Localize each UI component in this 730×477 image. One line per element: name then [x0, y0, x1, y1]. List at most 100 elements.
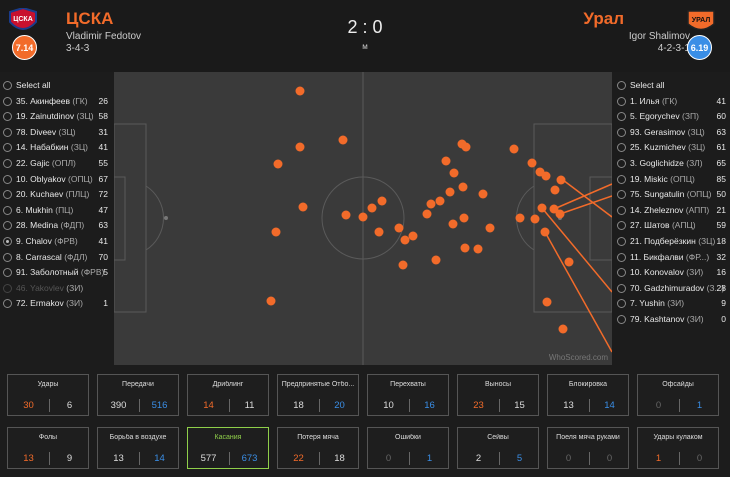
stat-box[interactable]: Передачи 390 516: [97, 374, 179, 416]
player-item[interactable]: 79. Kashtanov (ЗИ) 0: [614, 312, 730, 328]
player-position: (ЗП): [682, 111, 699, 122]
player-radio[interactable]: [617, 190, 626, 200]
player-item[interactable]: 72. Ermakov (ЗИ) 1: [0, 296, 112, 312]
touch-dot: [435, 196, 445, 206]
stat-box[interactable]: Удары 30 6: [7, 374, 89, 416]
player-item[interactable]: 14. Набабкин (ЗЦ) 41: [0, 140, 112, 156]
player-name: 72. Ermakov (ЗИ): [16, 298, 83, 308]
player-position: (ЗИ): [66, 298, 83, 309]
player-item[interactable]: 10. Konovalov (ЗИ) 16: [614, 265, 730, 281]
player-item[interactable]: 22. Gajic (ОПЛ) 55: [0, 156, 112, 172]
player-label: 28. Medina: [16, 220, 59, 231]
stat-box[interactable]: Блокировка 13 14: [547, 374, 629, 416]
player-radio[interactable]: [3, 268, 12, 278]
player-label: 70. Gadzhimuradov: [630, 282, 705, 293]
stat-label: Ошибки: [395, 434, 421, 441]
stat-away-value: 6: [66, 400, 73, 411]
player-item[interactable]: 21. Подберёзкин (ЗЦ) 18: [614, 234, 730, 250]
stat-box[interactable]: Дриблинг 14 11: [187, 374, 269, 416]
player-item[interactable]: 75. Sungatulin (ОПЦ) 50: [614, 187, 730, 203]
player-item[interactable]: 11. Бикфалви (ФР...) 32: [614, 250, 730, 266]
player-item[interactable]: 35. Акинфеев (ГК) 26: [0, 94, 112, 110]
player-radio[interactable]: [3, 81, 12, 90]
player-radio[interactable]: [617, 143, 626, 153]
player-radio[interactable]: [617, 205, 626, 215]
stat-box[interactable]: Борьба в воздухе 13 14: [97, 427, 179, 469]
player-radio[interactable]: [3, 283, 12, 293]
player-radio[interactable]: [617, 112, 626, 122]
touch-dot: [537, 203, 547, 213]
player-item[interactable]: 78. Diveev (ЗЦ) 31: [0, 125, 112, 141]
player-name: 3. Goglichidze (ЗЛ): [630, 158, 703, 168]
stat-box[interactable]: Потеря мяча 22 18: [277, 427, 359, 469]
player-item[interactable]: 27. Шатов (АПЦ) 59: [614, 218, 730, 234]
player-radio[interactable]: [617, 158, 626, 168]
stat-box[interactable]: Фолы 13 9: [7, 427, 89, 469]
player-item[interactable]: 20. Kuchaev (ПЛЦ) 72: [0, 187, 112, 203]
home-team-name[interactable]: ЦСКА: [66, 9, 114, 28]
player-radio[interactable]: [617, 314, 626, 324]
player-radio[interactable]: [3, 221, 12, 231]
stat-home-value: 14: [203, 400, 214, 411]
player-radio[interactable]: [3, 236, 12, 246]
player-item[interactable]: 8. Carrascal (ФДЛ) 70: [0, 250, 112, 266]
player-radio[interactable]: [3, 174, 12, 184]
player-radio[interactable]: [3, 205, 12, 215]
player-radio[interactable]: [617, 252, 626, 262]
home-team-logo: ЦСКА: [9, 8, 37, 30]
select-all-item[interactable]: Select all: [614, 78, 730, 94]
player-item[interactable]: 1. Илья (ГК) 41: [614, 94, 730, 110]
player-radio[interactable]: [617, 221, 626, 231]
player-item[interactable]: 28. Medina (ФДП) 63: [0, 218, 112, 234]
player-item[interactable]: 10. Oblyakov (ОПЦ) 67: [0, 172, 112, 188]
player-item[interactable]: 9. Chalov (ФРВ) 41: [0, 234, 112, 250]
player-radio[interactable]: [3, 112, 12, 122]
stat-box[interactable]: Предпринятые Отбо... 18 20: [277, 374, 359, 416]
player-item[interactable]: 91. Заболотный (ФРВ) 5: [0, 265, 112, 281]
player-item[interactable]: 5. Egorychev (ЗП) 60: [614, 109, 730, 125]
stat-box[interactable]: Ошибки 0 1: [367, 427, 449, 469]
stat-away-value: 1: [696, 400, 703, 411]
player-item[interactable]: 19. Miskic (ОПЦ) 85: [614, 172, 730, 188]
stat-home-value: 1: [655, 453, 662, 464]
player-radio[interactable]: [617, 127, 626, 137]
player-item[interactable]: 14. Zheleznov (АПП) 21: [614, 203, 730, 219]
player-radio[interactable]: [617, 81, 626, 90]
stat-divider: [409, 399, 410, 412]
player-item[interactable]: 7. Yushin (ЗИ) 9: [614, 296, 730, 312]
player-radio[interactable]: [617, 283, 626, 293]
player-radio[interactable]: [3, 299, 12, 309]
player-touch-count: 67: [98, 173, 108, 184]
stat-box[interactable]: Перехваты 10 16: [367, 374, 449, 416]
select-all-item[interactable]: Select all: [0, 78, 112, 94]
player-item[interactable]: 93. Gerasimov (ЗЦ) 63: [614, 125, 730, 141]
player-radio[interactable]: [617, 96, 626, 106]
player-radio[interactable]: [3, 127, 12, 137]
player-radio[interactable]: [617, 299, 626, 309]
away-player-list: Select all 1. Илья (ГК) 41 5. Egorychev (З…: [614, 78, 730, 328]
stat-box[interactable]: Поеля мяча руками 0 0: [547, 427, 629, 469]
player-radio[interactable]: [3, 143, 12, 153]
player-radio[interactable]: [617, 236, 626, 246]
player-radio[interactable]: [617, 174, 626, 184]
away-team-name[interactable]: Урал: [583, 9, 624, 28]
stat-box[interactable]: Касания 577 673: [187, 427, 269, 469]
player-item[interactable]: 70. Gadzhimuradov (З...) 28: [614, 281, 730, 297]
stat-home-value: 13: [113, 453, 124, 464]
player-item[interactable]: 19. Zainutdinov (ЗЦ) 58: [0, 109, 112, 125]
player-name: 27. Шатов (АПЦ): [630, 220, 696, 230]
player-radio[interactable]: [617, 268, 626, 278]
player-item[interactable]: 3. Goglichidze (ЗЛ) 65: [614, 156, 730, 172]
player-radio[interactable]: [3, 190, 12, 200]
stat-box[interactable]: Сейвы 2 5: [457, 427, 539, 469]
player-radio[interactable]: [3, 96, 12, 106]
player-item[interactable]: 25. Kuzmichev (ЗЦ) 61: [614, 140, 730, 156]
stat-box[interactable]: Удары кулаком 1 0: [637, 427, 719, 469]
player-item[interactable]: 46. Yakovlev (ЗИ): [0, 281, 112, 297]
player-radio[interactable]: [3, 158, 12, 168]
stat-box[interactable]: Выносы 23 15: [457, 374, 539, 416]
stat-box[interactable]: Офсайды 0 1: [637, 374, 719, 416]
player-radio[interactable]: [3, 252, 12, 262]
player-position: (ЗЦ): [70, 142, 88, 153]
player-item[interactable]: 6. Mukhin (ПЦ) 47: [0, 203, 112, 219]
